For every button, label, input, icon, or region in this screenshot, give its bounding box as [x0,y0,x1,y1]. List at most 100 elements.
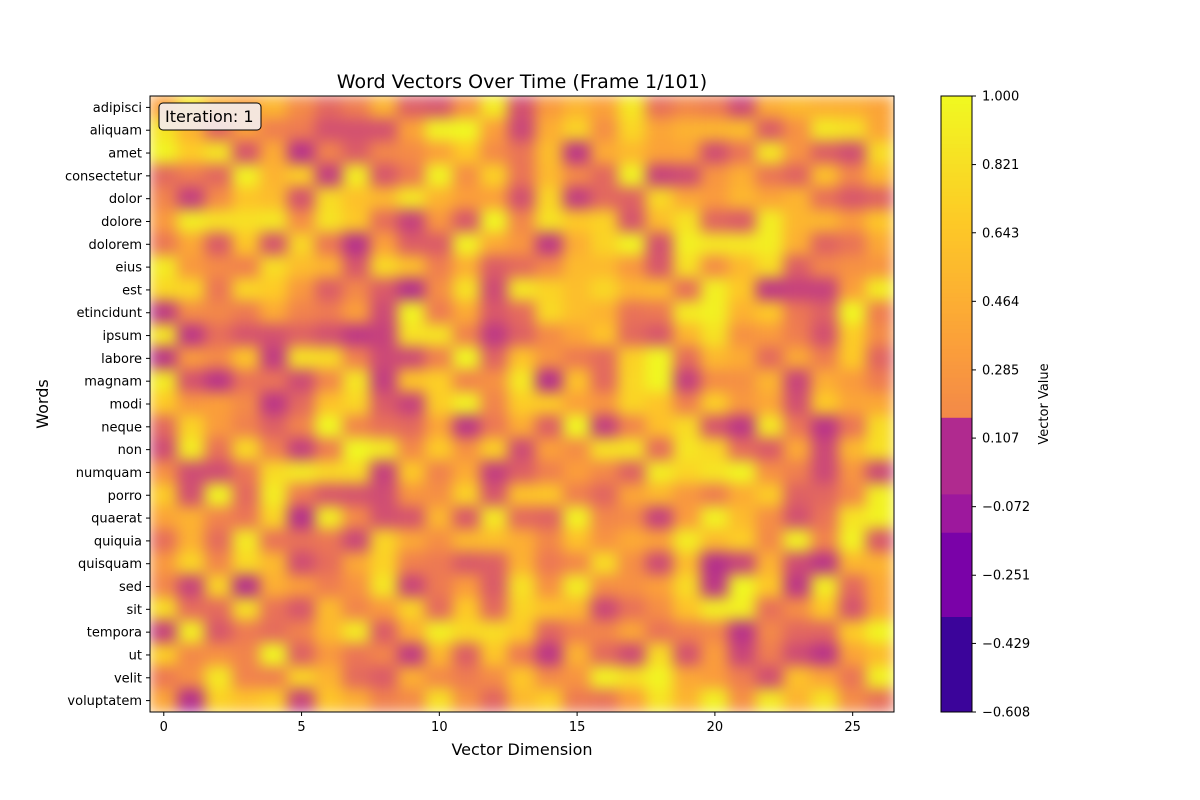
heat-cell [728,574,757,599]
heat-cell [314,643,344,667]
heat-cell [810,232,840,257]
heat-cell [369,414,399,439]
heat-cell [425,597,454,622]
y-tick-label: etincidunt [76,306,142,321]
heat-cell [728,597,757,622]
heat-cell [645,163,675,188]
heat-cell [480,300,509,325]
heat-cell [177,392,206,416]
heat-cell [645,278,675,302]
heat-cell [783,163,812,188]
heat-cell [287,209,316,234]
heat-cell [535,688,564,712]
heat-cell [700,620,730,645]
heat-cell [755,369,785,394]
heat-cell [369,483,399,508]
heat-cell [177,460,206,485]
heat-cell [177,232,206,257]
colorbar-segment [941,136,972,141]
heat-cell [617,118,647,143]
colorbar-segment [941,297,972,302]
heat-cell [259,186,289,211]
colorbar-tick-label: 0.464 [982,295,1019,310]
heat-cell [838,483,867,508]
heat-cell [287,118,316,143]
heat-cell [562,209,592,234]
heat-cell [425,96,454,120]
heat-cell [259,483,289,508]
colorbar-ticks: 1.000 0.821 0.643 0.464 0.285 0.107 −0.072 −0.2… [972,90,1030,721]
heat-cell [369,278,399,302]
colorbar-segment [941,100,972,105]
heat-cell [838,186,867,211]
heat-cell [369,255,399,280]
heat-cell [452,118,482,143]
heat-cell [700,688,730,712]
heat-cell [369,528,399,553]
heat-cell [287,323,316,348]
heat-cell [535,460,564,485]
heat-cell [562,551,592,576]
heat-cell [342,620,371,645]
heat-cell [177,323,206,348]
heat-cell [810,96,840,120]
heat-cell [865,209,894,234]
heat-cell [150,163,179,188]
heat-cell [287,186,316,211]
y-axis-ticks: adipisci aliquam amet consectetur dolor dolor… [65,101,150,709]
heat-cell [259,597,289,622]
heat-cell [700,483,730,508]
heat-cell [617,232,647,257]
colorbar-segment [941,285,972,290]
heat-cell [810,209,840,234]
heat-cell [700,460,730,485]
heat-cell [810,392,840,416]
heat-cell [590,96,619,120]
heat-cell [617,186,647,211]
y-tick-label: porro [108,489,142,504]
y-tick-label: sed [119,580,142,595]
heat-cell [728,483,757,508]
chart-title: Word Vectors Over Time (Frame 1/101) [337,71,707,93]
heat-cell [700,506,730,530]
heat-cell [204,323,234,348]
heat-cell [700,186,730,211]
heat-cell [617,551,647,576]
heat-cell [728,163,757,188]
iteration-label: Iteration: 1 [165,107,254,126]
heat-cell [287,414,316,439]
heat-cell [425,323,454,348]
heat-cell [452,643,482,667]
heat-cell [150,665,179,690]
heat-cell [673,323,702,348]
heat-cell [259,528,289,553]
heat-cell [507,574,537,599]
heat-cell [177,255,206,280]
heat-cell [645,506,675,530]
heat-cell [287,620,316,645]
heat-cell [810,369,840,394]
heat-cell [425,414,454,439]
heat-cell [838,688,867,712]
heat-cell [452,460,482,485]
heat-cell [150,255,179,280]
heat-cell [287,574,316,599]
heat-cell [204,414,234,439]
heat-cell [314,300,344,325]
colorbar-segment [941,204,972,210]
heat-cell [369,209,399,234]
heat-cell [342,255,371,280]
heat-cell [507,688,537,712]
heat-cell [507,255,537,280]
heat-cell [204,437,234,462]
heat-cell [397,255,427,280]
heat-cell [397,437,427,462]
heat-cell [452,392,482,416]
heat-cell [259,141,289,165]
heat-cell [150,414,179,439]
heat-cell [452,688,482,712]
heat-cell [562,186,592,211]
heat-cell [342,323,371,348]
heat-cell [177,483,206,508]
heat-cell [755,460,785,485]
